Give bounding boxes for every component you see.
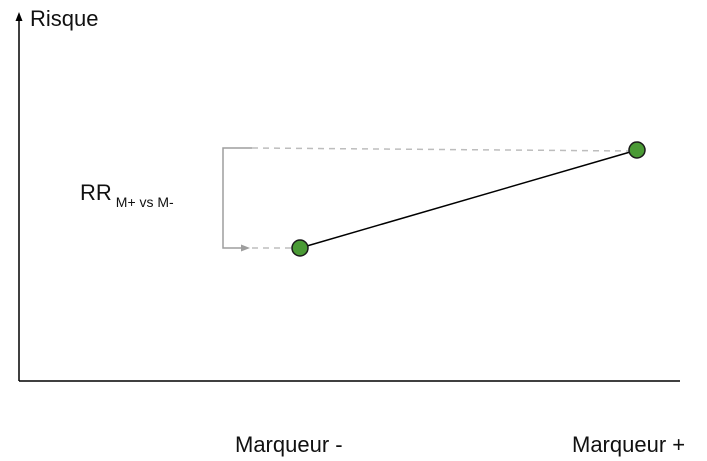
ratio-bracket (222, 147, 252, 249)
y-axis-title: Risque (30, 6, 99, 31)
ratio-label: RR M+ vs M- (80, 180, 174, 210)
point-marqueur-positif (628, 141, 646, 159)
ratio-label-subscript: M+ vs M- (115, 194, 174, 210)
ratio-bracket-arrowhead (241, 244, 250, 252)
point-marqueur-negatif (291, 239, 309, 257)
x-label-marqueur-negatif: Marqueur - (235, 432, 343, 457)
connector-line (299, 149, 638, 249)
ratio-label-main: RR (80, 180, 112, 205)
y-axis-arrowhead (15, 12, 23, 21)
dashed-guide-high (251, 147, 633, 152)
x-label-marqueur-positif: Marqueur + (572, 432, 686, 457)
